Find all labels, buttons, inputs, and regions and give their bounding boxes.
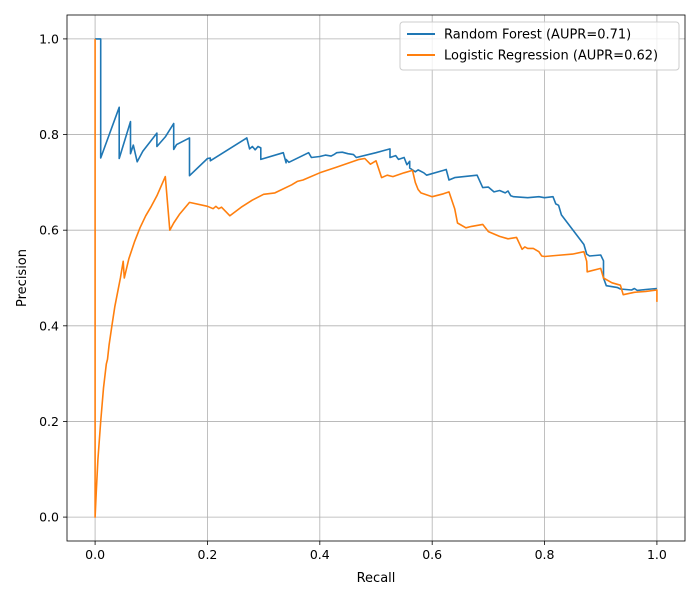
y-tick-label: 0.4 <box>39 318 59 333</box>
legend: Random Forest (AUPR=0.71) Logistic Regre… <box>399 21 680 71</box>
legend-box <box>399 21 680 71</box>
grid <box>67 15 685 541</box>
series-line-random-forest <box>95 38 657 292</box>
y-tick-label: 0.8 <box>39 127 59 142</box>
x-tick-label: 0.0 <box>85 547 105 562</box>
x-tick-label: 0.6 <box>422 547 442 562</box>
y-axis-label: Precision <box>15 249 30 307</box>
axis-ticks: 0.0 0.2 0.4 0.6 0.8 1.0 0.0 0.2 0.4 0.6 0.8 1.0 <box>39 31 667 562</box>
legend-label-logistic-regression: Logistic Regression (AUPR=0.62) <box>444 49 658 64</box>
legend-label-random-forest: Random Forest (AUPR=0.71) <box>444 28 631 43</box>
x-tick-label: 0.4 <box>310 547 330 562</box>
x-tick-label: 0.2 <box>198 547 218 562</box>
series-lines <box>94 38 658 518</box>
y-tick-label: 0.0 <box>39 510 59 525</box>
x-axis-label: Recall <box>357 571 396 586</box>
y-tick-label: 0.6 <box>39 223 59 238</box>
x-tick-label: 1.0 <box>647 547 667 562</box>
y-tick-label: 0.2 <box>39 414 59 429</box>
y-tick-label: 1.0 <box>39 31 59 46</box>
plot-frame <box>66 14 686 542</box>
series-line-logistic-regression <box>94 38 658 518</box>
x-tick-label: 0.8 <box>535 547 555 562</box>
